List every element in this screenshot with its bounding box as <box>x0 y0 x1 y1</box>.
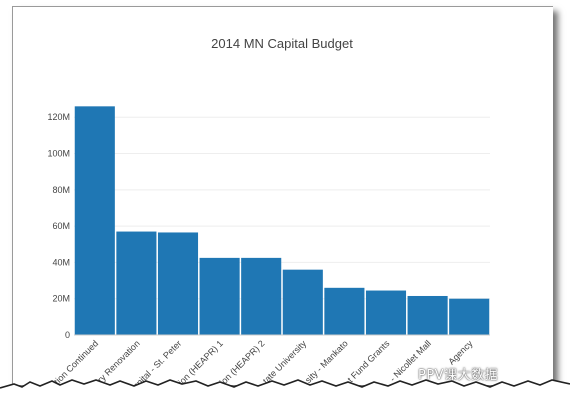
bar <box>241 257 282 335</box>
y-tick-label: 100M <box>47 149 70 159</box>
y-tick-label: 40M <box>52 257 70 267</box>
y-axis: 0 20M 40M 60M 80M 100M 120M <box>47 112 70 340</box>
bars <box>74 106 490 335</box>
y-tick-label: 60M <box>52 221 70 231</box>
y-tick-label: 80M <box>52 185 70 195</box>
bar <box>324 287 365 335</box>
bar <box>449 298 490 335</box>
chart-title: 2014 MN Capital Budget <box>211 36 353 51</box>
bar <box>407 295 448 335</box>
bar <box>282 269 323 335</box>
bar <box>157 232 199 335</box>
bar <box>74 106 115 335</box>
y-tick-label: 120M <box>47 112 70 122</box>
bar <box>116 231 157 335</box>
bar <box>365 290 407 335</box>
torn-edge <box>0 360 570 402</box>
y-tick-label: 20M <box>52 294 70 304</box>
watermark-text: PPV课大数据 <box>418 368 499 383</box>
bar <box>199 257 240 335</box>
y-tick-label: 0 <box>65 330 70 340</box>
